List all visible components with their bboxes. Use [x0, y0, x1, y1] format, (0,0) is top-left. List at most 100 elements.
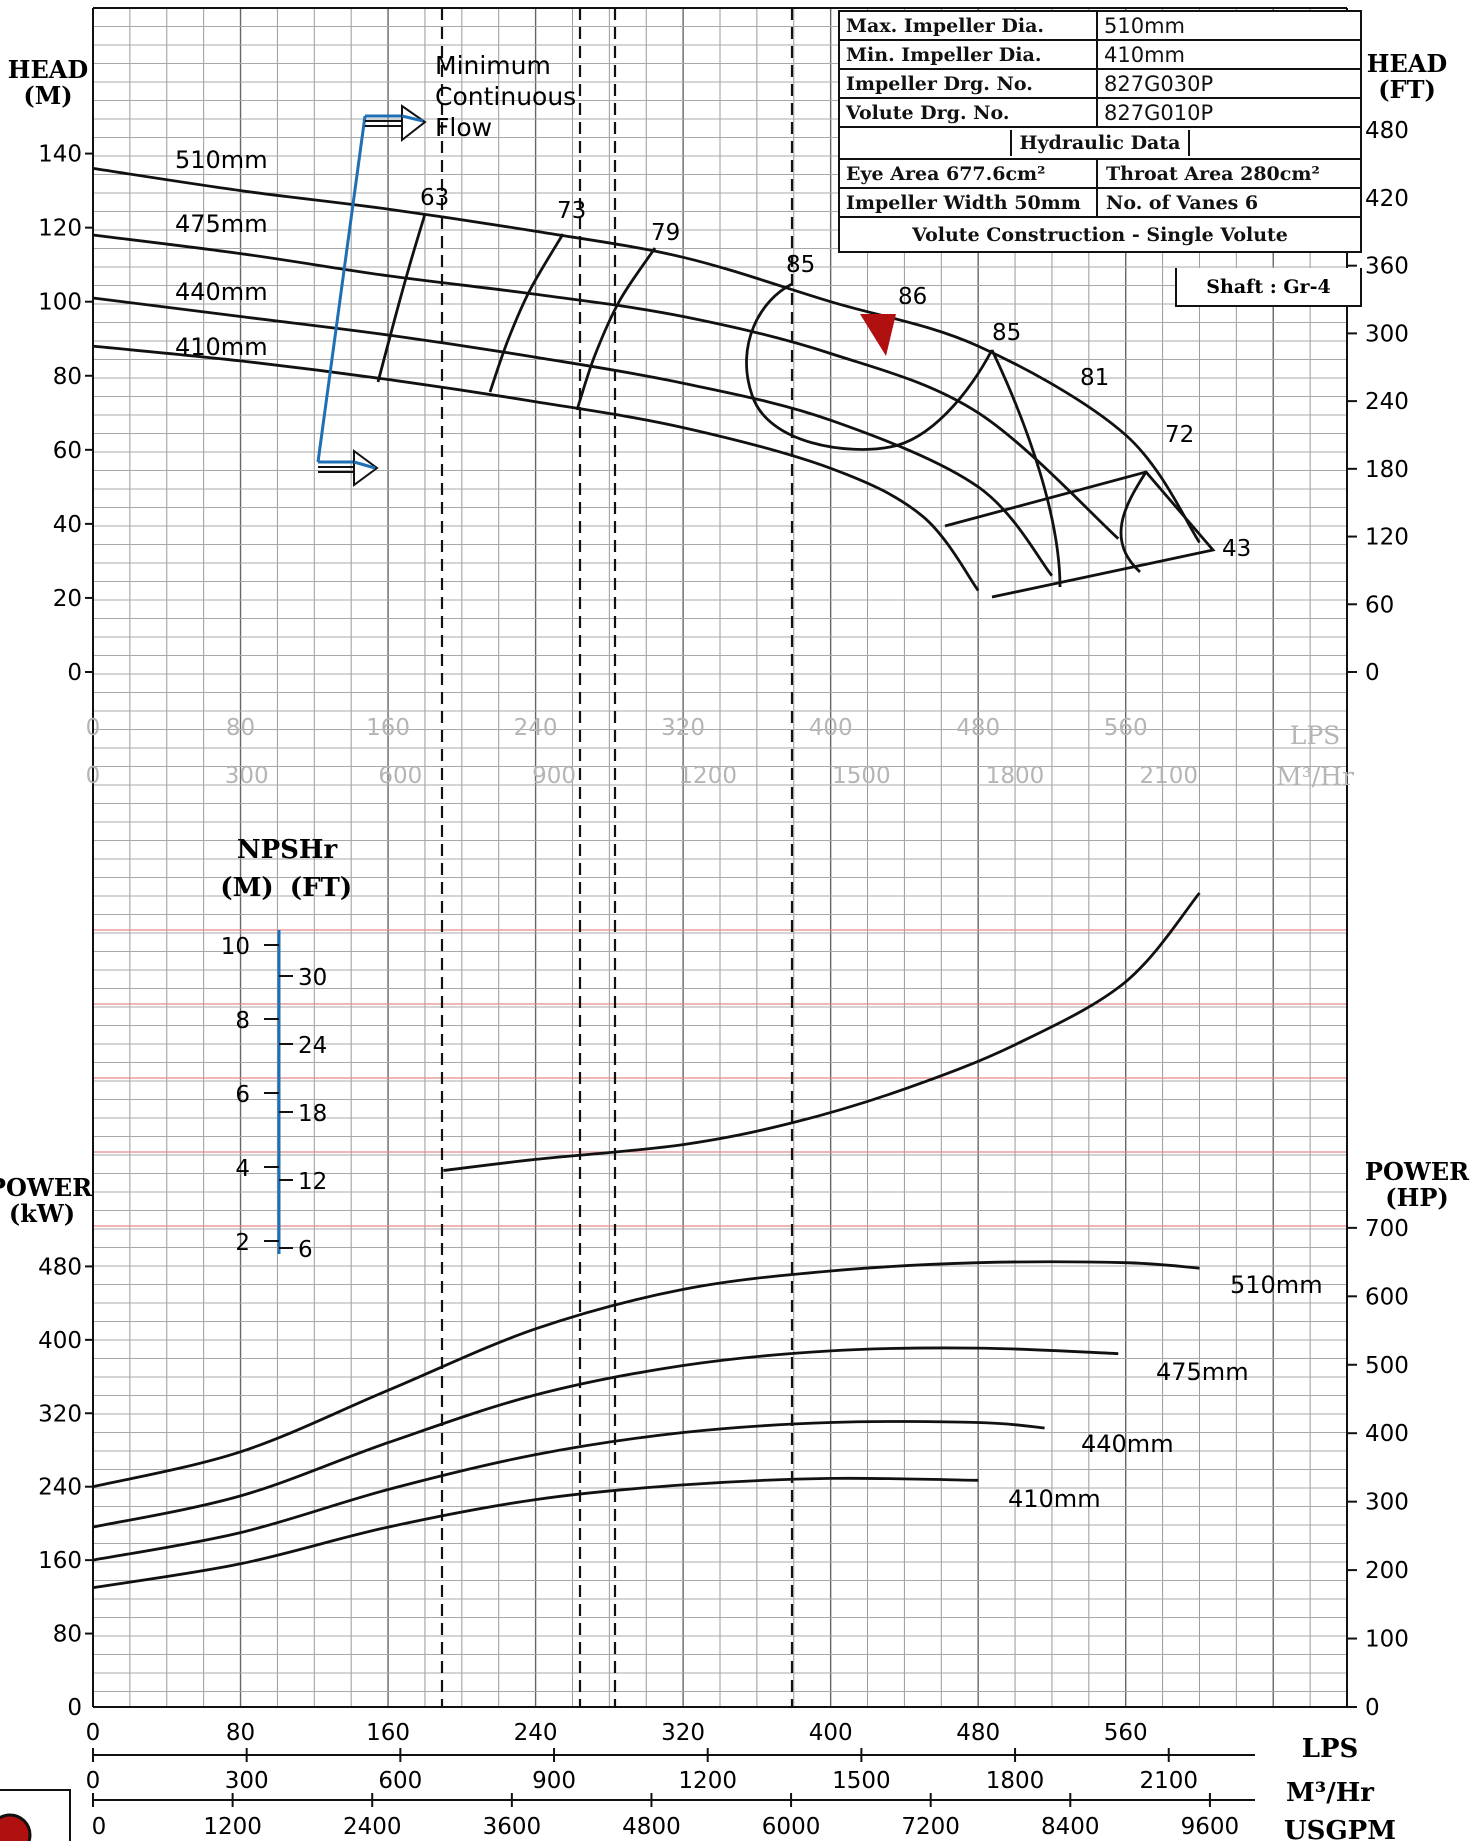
volute-drg-label: Volute Drg. No.: [840, 99, 1098, 126]
lps-tick: 560: [1104, 1720, 1148, 1746]
power-hp-tick: 0: [1365, 1695, 1380, 1721]
head-ft-title-1: HEAD: [1367, 49, 1447, 78]
head-ft-tick: 0: [1365, 660, 1380, 686]
ghost-lps-tick: 400: [809, 715, 853, 741]
power-kw-tick: 80: [53, 1622, 82, 1648]
head-m-tick: 140: [38, 142, 82, 168]
max-impeller-value: 510mm: [1104, 13, 1185, 38]
power-curve-475mm: [92, 1346, 1119, 1529]
efficiency-loop-86: [745, 282, 994, 451]
ghost-lps-tick: 240: [514, 715, 558, 741]
ghost-m3hr-tick: 0: [86, 763, 101, 789]
hydraulic-data-table: Max. Impeller Dia. 510mm Min. Impeller Di…: [838, 10, 1362, 253]
m3hr-tick: 300: [225, 1768, 269, 1794]
head-curve-label: 440mm: [175, 278, 268, 306]
lps-tick: 240: [514, 1720, 558, 1746]
min-flow-label-1: Minimum: [435, 51, 551, 80]
power-curve-410mm: [92, 1476, 979, 1590]
bep-marker-icon: [860, 314, 896, 356]
npshr-ft-unit: (FT): [290, 873, 352, 903]
head-ft-tick: 300: [1365, 321, 1409, 347]
power-curve-510mm: [92, 1260, 1200, 1489]
company-logo: [0, 1789, 71, 1841]
head-ft-tick: 60: [1365, 592, 1394, 618]
npshr-m-tick: 8: [235, 1008, 250, 1034]
power-hp-tick: 200: [1365, 1558, 1409, 1584]
efficiency-label: 86: [898, 284, 927, 310]
power-kw-title-1: POWER: [0, 1173, 93, 1202]
npshr-m-tick: 10: [221, 934, 250, 960]
power-hp-tick: 300: [1365, 1490, 1409, 1516]
ghost-m3hr-tick: 300: [225, 763, 269, 789]
usgpm-tick: 2400: [343, 1814, 402, 1840]
power-kw-tick: 400: [38, 1328, 82, 1354]
usgpm-tick: 8400: [1041, 1814, 1100, 1840]
min-impeller-value: 410mm: [1104, 42, 1185, 67]
ghost-m3hr-tick: 900: [532, 763, 576, 789]
power-kw-tick: 480: [38, 1254, 82, 1280]
power-hp-title-2: (HP): [1385, 1183, 1448, 1212]
efficiency-label: 73: [557, 198, 586, 224]
head-ft-tick: 240: [1365, 389, 1409, 415]
head-curve-475mm: [92, 233, 1120, 540]
efficiency-isoline-72: [1119, 471, 1148, 574]
efficiency-closure: [944, 470, 1216, 599]
head-curve-label: 510mm: [175, 146, 268, 174]
npshr-curve: [443, 892, 1201, 1172]
min-flow-arrow-shaft: [316, 115, 367, 463]
head-m-tick: 0: [67, 660, 82, 686]
head-ft-tick: 120: [1365, 525, 1409, 551]
m3hr-tick: 600: [378, 1768, 422, 1794]
head-m-tick: 20: [53, 586, 82, 612]
min-flow-arrow-top-icon: [365, 104, 427, 143]
ghost-lps-tick: 320: [661, 715, 705, 741]
head-m-tick: 100: [38, 290, 82, 316]
power-kw-tick: 320: [38, 1401, 82, 1427]
npshr-ft-tick: 30: [298, 965, 327, 991]
npshr-m-tick: 4: [235, 1156, 250, 1182]
lps-tick: 480: [956, 1720, 1000, 1746]
usgpm-axis-title: USGPM: [1284, 1816, 1396, 1841]
head-ft-tick: 480: [1365, 118, 1409, 144]
head-ft-title-2: (FT): [1378, 75, 1436, 104]
labels: HEAD (M) HEAD (FT) POWER (kW) POWER (HP)…: [0, 49, 1470, 1841]
power-kw-tick: 240: [38, 1475, 82, 1501]
power-curve-440mm: [92, 1420, 1045, 1562]
hydraulic-header: Hydraulic Data: [1009, 130, 1191, 156]
impeller-width: Impeller Width 50mm: [840, 189, 1098, 216]
power-kw-tick-zero: 0: [67, 1695, 82, 1721]
impeller-drg-value: 827G030P: [1104, 71, 1214, 96]
power-hp-title-1: POWER: [1365, 1157, 1470, 1186]
efficiency-isoline: [575, 247, 657, 411]
tick-labels: 0204060801001201400601201802403003604204…: [38, 118, 1409, 1840]
npshr-ft-tick: 18: [298, 1101, 327, 1127]
m3hr-tick: 0: [86, 1768, 101, 1794]
head-m-tick: 60: [53, 438, 82, 464]
m3hr-tick: 1200: [678, 1768, 737, 1794]
head-curve-440mm: [92, 296, 1053, 577]
marks: [0, 104, 896, 1841]
efficiency-label: 72: [1165, 422, 1194, 448]
usgpm-tick: 9600: [1181, 1814, 1240, 1840]
head-ft-tick: 420: [1365, 186, 1409, 212]
lps-tick: 160: [366, 1720, 410, 1746]
volute-drg-value: 827G010P: [1104, 100, 1214, 125]
ghost-m3hr-tick: 2100: [1139, 763, 1198, 789]
efficiency-label: 43: [1222, 536, 1251, 562]
ghost-m3hr-tick: 600: [378, 763, 422, 789]
min-flow-label-2: Continuous: [435, 82, 576, 111]
lps-tick: 80: [226, 1720, 255, 1746]
head-curve-label: 475mm: [175, 210, 268, 238]
ghost-lps-tick: 80: [226, 715, 255, 741]
efficiency-label: 85: [786, 252, 815, 278]
power-hp-tick: 500: [1365, 1353, 1409, 1379]
max-impeller-label: Max. Impeller Dia.: [840, 12, 1098, 39]
lps-tick: 400: [809, 1720, 853, 1746]
power-curve-label: 440mm: [1081, 1430, 1174, 1458]
head-ft-tick: 360: [1365, 254, 1409, 280]
min-impeller-label: Min. Impeller Dia.: [840, 41, 1098, 68]
ghost-lps-tick: 160: [366, 715, 410, 741]
usgpm-tick: 1200: [203, 1814, 262, 1840]
eye-area: Eye Area 677.6cm²: [840, 160, 1098, 187]
